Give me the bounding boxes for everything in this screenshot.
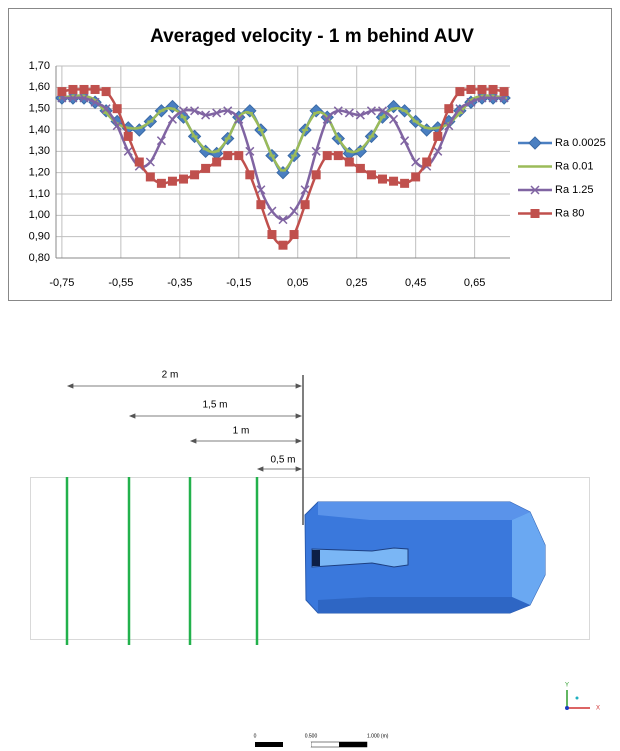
marker [179,175,188,184]
x-tick-label: -0,75 [49,277,74,289]
y-tick-label: 1,00 [29,209,50,221]
x-tick-label: 0,25 [346,277,367,289]
dimension-label: 0,5 m [270,455,295,466]
legend-label: Ra 1.25 [555,184,594,196]
legend-label: Ra 80 [555,207,584,219]
x-tick-label: 0,65 [464,277,485,289]
y-tick-label: 1,70 [29,60,50,72]
marker [113,104,122,113]
dimension-label: 1 m [233,426,250,437]
marker [57,87,66,96]
marker [477,85,486,94]
marker [91,85,100,94]
marker [455,87,464,96]
marker [531,209,540,218]
marker [334,151,343,160]
origin-dot [576,697,579,700]
auv-slot [312,548,408,567]
x-tick-label: -0,15 [226,277,251,289]
y-tick-label: 1,20 [29,167,50,179]
marker [466,85,475,94]
dimension-arrows [68,384,301,471]
auv-top [318,502,530,520]
x-tick-label: 0,45 [405,277,426,289]
marker [312,170,321,179]
y-tick-label: 1,50 [29,103,50,115]
marker [168,177,177,186]
axis-label: Y [565,683,569,689]
dimension-label: 1,5 m [202,400,227,411]
legend-label: Ra 0.01 [555,160,594,172]
marker [80,85,89,94]
arrow-heads [68,384,301,471]
scale-bar: 0 0.500 1.000 (m) [254,733,389,747]
marker [157,179,166,188]
marker [135,158,144,167]
auv-slot-dark [312,550,320,566]
axis-label: X [596,706,600,712]
marker [212,158,221,167]
marker [201,164,210,173]
axis-triad: Y X [565,683,600,712]
marker [279,241,288,250]
marker [68,85,77,94]
x-tick-label: 0,05 [287,277,308,289]
marker [190,170,199,179]
marker [356,164,365,173]
marker [290,230,299,239]
marker [367,170,376,179]
y-tick-label: 0,80 [29,252,50,264]
marker [444,104,453,113]
marker [489,85,498,94]
marker [323,151,332,160]
scale-label: 0.500 [305,733,318,739]
scale-segment [283,742,311,747]
chart-title: Averaged velocity - 1 m behind AUV [150,26,474,47]
x-tick-label: -0,55 [108,277,133,289]
x-tick-label: -0,35 [167,277,192,289]
scale-label: 0 [254,733,257,739]
auv [305,502,545,613]
y-tick-label: 1,30 [29,145,50,157]
y-tick-label: 1,60 [29,81,50,93]
marker [433,132,442,141]
scale-segment [339,742,367,747]
marker [500,87,509,96]
marker [146,172,155,181]
y-tick-label: 0,90 [29,231,50,243]
marker [256,200,265,209]
marker [400,179,409,188]
marker [223,151,232,160]
dimension-label: 2 m [162,370,179,381]
marker [389,177,398,186]
marker [267,230,276,239]
marker [422,158,431,167]
marker [234,151,243,160]
diagram: 2 m 1,5 m 1 m 0,5 m Y X 0 0.500 1.0 [31,370,601,747]
marker [102,87,111,96]
marker [301,200,310,209]
chart-frame [9,9,612,301]
legend-label: Ra 0.0025 [555,137,606,149]
marker [411,172,420,181]
marker [345,158,354,167]
auv-bottom [318,597,530,613]
marker [124,132,133,141]
y-tick-label: 1,40 [29,124,50,136]
marker [245,170,254,179]
page: Averaged velocity - 1 m behind AUV 0,80 0… [0,0,620,751]
origin [565,706,569,710]
y-tick-label: 1,10 [29,188,50,200]
marker [378,175,387,184]
scale-label: 1.000 (m) [367,733,389,739]
